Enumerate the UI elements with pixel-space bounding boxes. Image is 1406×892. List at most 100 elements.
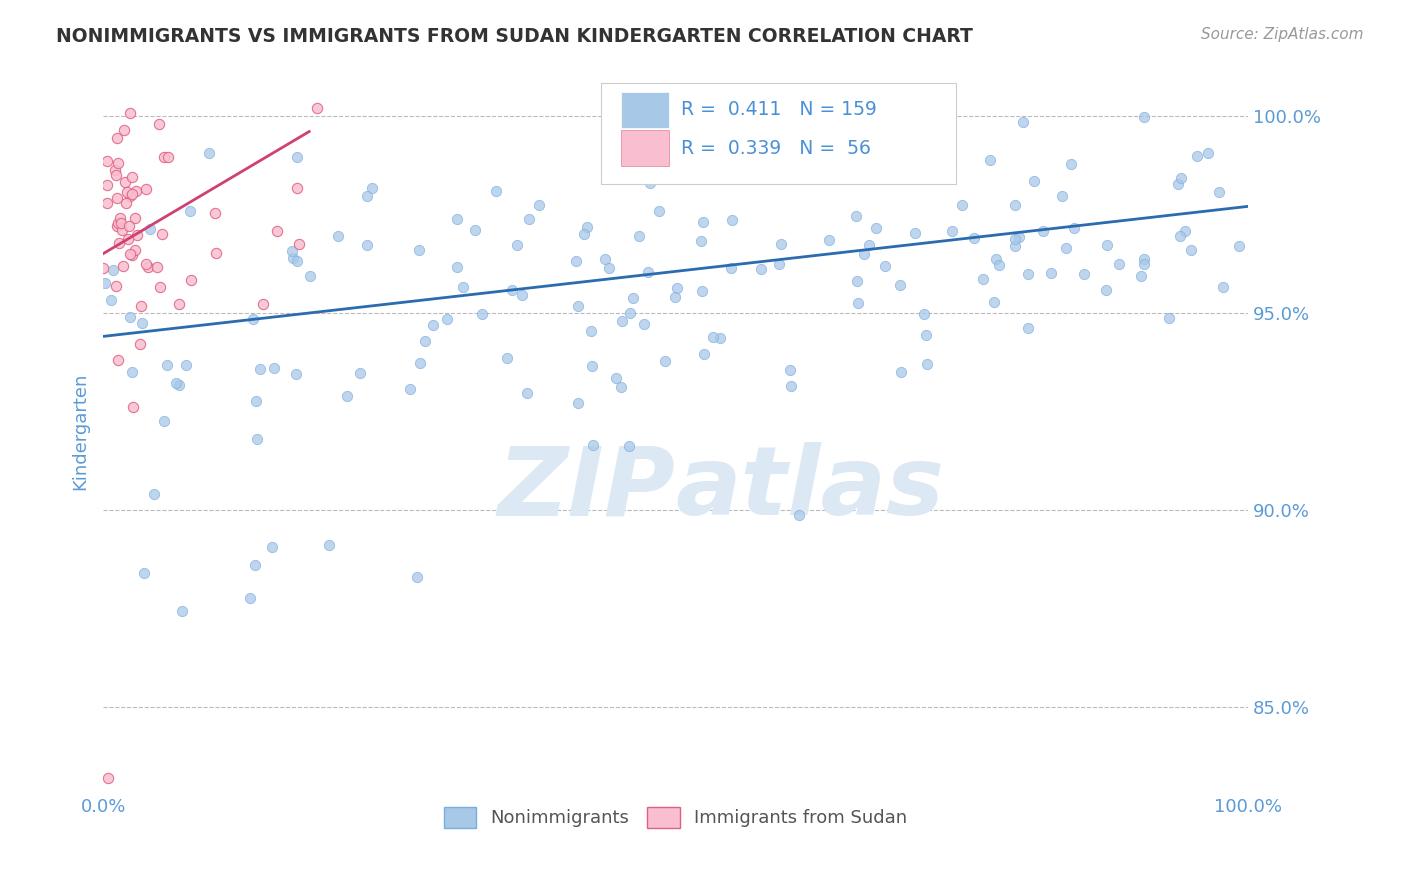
Point (104, 169, 127, 183)
Point (1212, 280, 1234, 294)
Text: ZIP: ZIP (498, 442, 675, 535)
Bar (620, 92, 669, 128)
Point (111, 259, 134, 273)
Point (1054, 241, 1077, 255)
Point (180, 273, 202, 287)
Point (709, 331, 731, 345)
Point (138, 222, 160, 236)
Point (135, 182, 157, 196)
Point (1174, 224, 1197, 238)
Point (100, 293, 122, 308)
Point (252, 296, 274, 310)
Point (118, 310, 141, 325)
Point (638, 177, 661, 191)
Point (664, 289, 686, 303)
Point (107, 353, 129, 368)
Point (889, 278, 911, 293)
Point (770, 236, 793, 251)
Point (91, 260, 114, 275)
Point (1017, 321, 1039, 335)
Point (605, 370, 627, 384)
Point (174, 358, 197, 372)
Point (972, 271, 994, 285)
Point (422, 318, 444, 333)
Point (169, 297, 191, 311)
Point (399, 382, 422, 396)
Point (263, 361, 285, 376)
Point (110, 211, 132, 225)
Point (318, 538, 340, 552)
Point (1052, 188, 1074, 202)
Point (575, 220, 598, 235)
Point (285, 150, 308, 164)
Point (156, 150, 179, 164)
Point (633, 318, 655, 332)
Point (285, 254, 308, 268)
Point (1185, 149, 1208, 163)
Point (779, 362, 801, 376)
Text: atlas: atlas (675, 442, 945, 535)
Point (567, 395, 589, 409)
Point (925, 125, 948, 139)
Point (105, 131, 128, 145)
Point (115, 196, 138, 211)
Point (197, 145, 219, 160)
FancyBboxPatch shape (602, 83, 956, 185)
Point (356, 189, 378, 203)
Point (1133, 110, 1156, 124)
Point (516, 385, 538, 400)
Point (501, 283, 523, 297)
Point (107, 156, 129, 170)
Point (721, 212, 744, 227)
Legend: Nonimmigrants, Immigrants from Sudan: Nonimmigrants, Immigrants from Sudan (436, 800, 915, 835)
Point (702, 330, 724, 344)
Point (890, 365, 912, 379)
Point (485, 184, 508, 198)
Point (104, 279, 127, 293)
Point (1022, 174, 1045, 188)
Point (132, 566, 155, 580)
Point (118, 219, 141, 233)
Point (115, 185, 138, 199)
Point (565, 253, 588, 268)
Point (627, 228, 650, 243)
Point (121, 187, 143, 202)
Point (165, 376, 187, 390)
Point (135, 257, 157, 271)
Point (904, 226, 927, 240)
Point (845, 209, 868, 223)
Point (496, 351, 519, 365)
Point (1095, 237, 1118, 252)
Point (912, 307, 935, 321)
Point (336, 389, 359, 403)
Point (281, 251, 304, 265)
Point (1129, 268, 1152, 283)
Point (846, 274, 869, 288)
Point (110, 216, 132, 230)
Point (621, 292, 644, 306)
Point (243, 558, 266, 572)
Point (1008, 230, 1031, 244)
Y-axis label: Kindergarten: Kindergarten (72, 372, 89, 490)
Point (128, 337, 150, 351)
Point (915, 327, 938, 342)
Point (260, 541, 283, 555)
Point (720, 260, 742, 275)
Point (1063, 221, 1085, 235)
Point (1060, 157, 1083, 171)
Point (593, 252, 616, 266)
Point (873, 260, 896, 274)
Point (246, 432, 269, 446)
Point (1004, 239, 1026, 253)
Point (326, 229, 349, 244)
Point (617, 439, 640, 453)
Point (408, 243, 430, 257)
Point (148, 117, 170, 131)
Point (941, 158, 963, 172)
Point (865, 221, 887, 235)
Point (768, 257, 790, 271)
Point (690, 158, 713, 172)
Point (349, 366, 371, 380)
Point (121, 401, 143, 415)
Point (1032, 224, 1054, 238)
